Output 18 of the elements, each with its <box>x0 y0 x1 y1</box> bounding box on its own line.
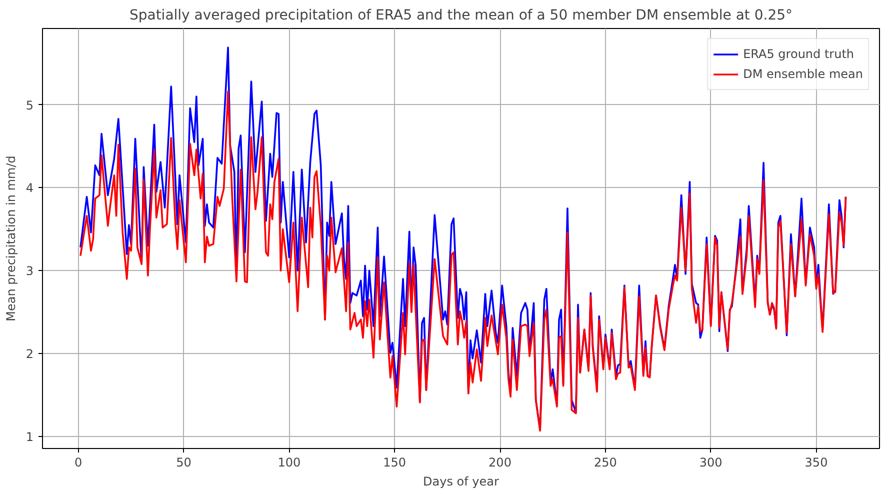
chart-title: Spatially averaged precipitation of ERA5 and the mean of a 50 member DM ensemble at 0.25° <box>129 8 793 24</box>
y-tick-label: 4 <box>26 181 34 196</box>
x-tick-label: 100 <box>278 456 301 470</box>
y-tick-label: 2 <box>26 347 34 362</box>
x-tick-label: 250 <box>594 456 617 470</box>
x-tick-label: 300 <box>699 456 722 470</box>
y-tick-label: 1 <box>26 430 34 444</box>
y-axis-title: Mean precipitation in mm/d <box>4 156 18 322</box>
x-tick-label: 200 <box>488 456 512 470</box>
x-axis-title: Days of year <box>423 474 500 488</box>
y-tick-label: 3 <box>26 264 34 278</box>
x-tick-label: 150 <box>383 456 406 470</box>
legend-label: ERA5 ground truth <box>743 47 854 61</box>
x-tick-label: 0 <box>74 456 82 470</box>
legend-label: DM ensemble mean <box>743 67 863 81</box>
x-tick-label: 350 <box>804 456 828 470</box>
y-tick-label: 5 <box>26 98 34 112</box>
x-tick-label: 50 <box>176 456 192 470</box>
